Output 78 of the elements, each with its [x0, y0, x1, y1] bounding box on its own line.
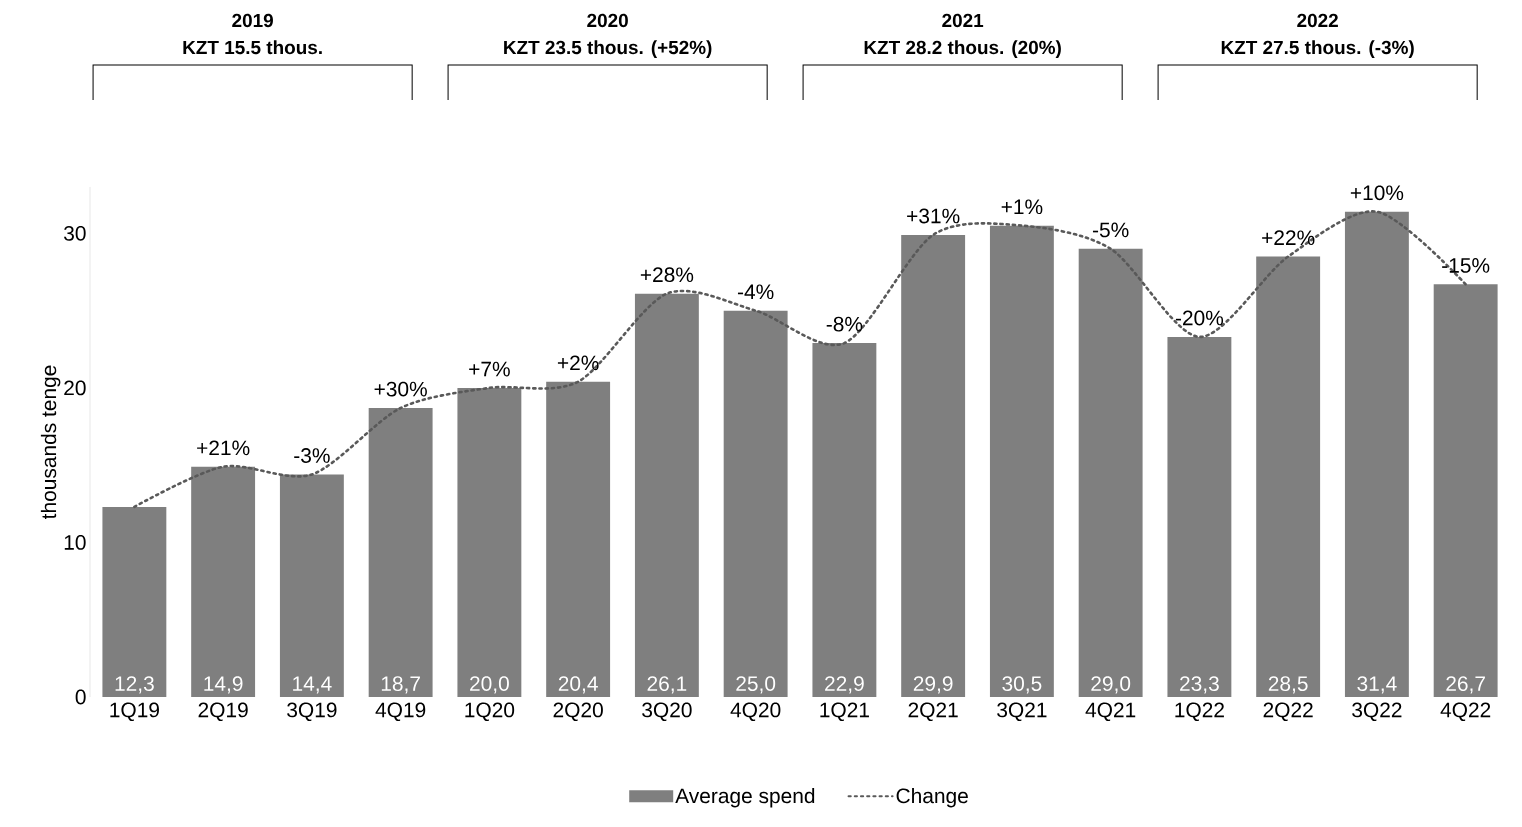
bar: [634, 293, 699, 697]
bar: [723, 310, 788, 697]
x-tick-label: 2Q20: [553, 702, 603, 722]
text: 2022: [1297, 13, 1338, 28]
data-label: 30,5: [1002, 676, 1042, 694]
text: KZT 28.2 thous. (20%): [864, 40, 1061, 58]
bar: [457, 387, 522, 697]
x-tick-label: 4Q20: [730, 702, 781, 722]
x-tick-label: 1Q22: [1175, 702, 1224, 722]
x-tick-label: 4Q21: [1085, 702, 1136, 722]
data-label: 26,7: [1446, 676, 1485, 694]
data-label: 23,3: [1180, 676, 1219, 694]
x-tick-label: 3Q19: [287, 702, 337, 722]
y-tick-label: 30: [64, 225, 86, 241]
y-axis-title: thousands tenge: [40, 365, 61, 520]
bar: [901, 234, 966, 697]
bar: [102, 506, 167, 697]
annotation: -20%: [1175, 310, 1224, 326]
bar: [279, 474, 344, 697]
data-label: 20,4: [558, 676, 598, 694]
bar: [812, 343, 877, 697]
annotation: +7%: [469, 361, 510, 377]
x-tick-label: 3Q22: [1352, 702, 1402, 722]
annotation: +21%: [197, 440, 250, 456]
x-tick-label: 3Q21: [997, 702, 1047, 722]
data-label: 28,5: [1268, 676, 1308, 694]
data-label: 12,3: [115, 676, 154, 694]
bar: [546, 381, 611, 697]
text: 2020: [587, 13, 628, 28]
annotation: -8%: [826, 316, 863, 332]
x-tick-label: 2Q21: [908, 702, 958, 722]
x-tick-label: 1Q19: [110, 702, 159, 722]
x-tick-label: 1Q20: [465, 702, 515, 722]
data-label: 25,0: [736, 676, 776, 694]
x-tick-label: 3Q20: [642, 702, 692, 722]
bar: [1167, 336, 1232, 697]
annotation: +10%: [1350, 185, 1404, 201]
bar: [1344, 211, 1409, 697]
text: KZT 23.5 thous. (+52%): [504, 40, 712, 58]
annotation: +2%: [557, 355, 599, 371]
x-tick-label: 4Q19: [375, 702, 426, 722]
bar: [1433, 284, 1498, 697]
text: 2019: [232, 13, 273, 28]
legend-label: Change: [896, 787, 968, 808]
bar: [191, 466, 256, 697]
data-label: 14,9: [204, 676, 243, 694]
annotation: +31%: [907, 208, 960, 224]
data-label: 14,4: [293, 676, 332, 694]
x-tick-label: 4Q22: [1440, 702, 1491, 722]
data-label: 18,7: [381, 676, 420, 694]
annotation: +1%: [1001, 199, 1043, 215]
bar: [368, 407, 433, 697]
annotation: -4%: [737, 284, 774, 300]
data-label: 31,4: [1357, 676, 1397, 694]
annotation: +30%: [374, 381, 427, 397]
text: KZT 15.5 thous.: [183, 40, 322, 55]
y-tick-label: 0: [75, 689, 86, 705]
bar: [989, 225, 1054, 697]
text: 2021: [942, 13, 984, 28]
bar: [1256, 256, 1321, 697]
annotation: -5%: [1092, 222, 1129, 238]
annotation: +28%: [640, 267, 694, 283]
annotation: -15%: [1442, 258, 1490, 273]
data-label: 29,0: [1091, 676, 1131, 694]
y-tick-label: 10: [64, 535, 86, 550]
text: KZT 27.5 thous. (-3%): [1221, 40, 1414, 58]
data-label: 22,9: [825, 676, 864, 694]
legend-label: Average spend: [675, 787, 815, 808]
x-tick-label: 2Q22: [1263, 702, 1313, 722]
data-label: 26,1: [647, 676, 687, 694]
annotation: -3%: [294, 448, 330, 463]
bar: [1078, 248, 1143, 697]
y-tick-label: 20: [64, 380, 86, 396]
x-tick-label: 2Q19: [198, 702, 248, 722]
x-tick-label: 1Q21: [820, 702, 869, 722]
data-label: 29,9: [913, 676, 953, 694]
data-label: 20,0: [470, 676, 509, 694]
annotation: +22%: [1262, 230, 1315, 246]
